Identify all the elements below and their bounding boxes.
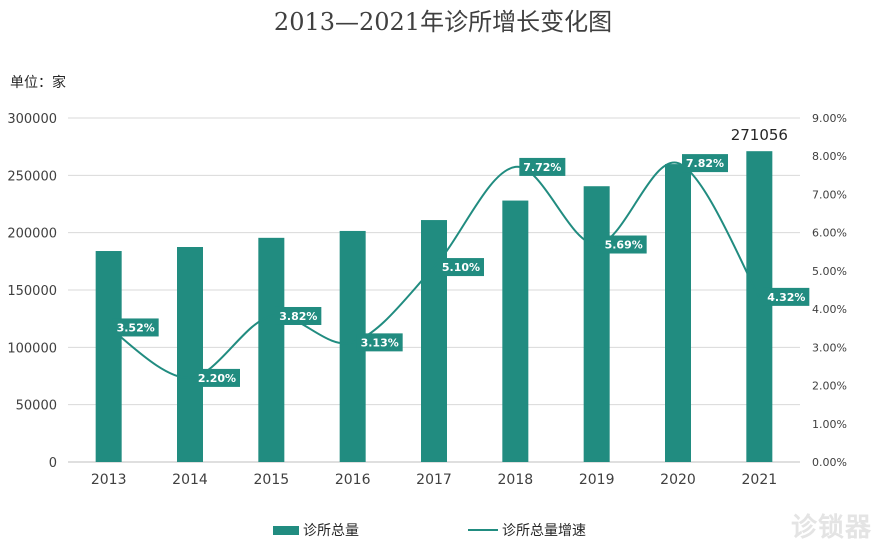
line-value-label: 5.10% bbox=[442, 261, 480, 274]
watermark-logo: 诊锁器 bbox=[790, 513, 872, 543]
y-right-tick-label: 9.00% bbox=[812, 112, 847, 125]
line-value-label: 7.82% bbox=[686, 157, 724, 170]
legend-line-label: 诊所总量增速 bbox=[502, 523, 586, 539]
x-tick-label: 2021 bbox=[742, 472, 778, 488]
bar bbox=[583, 186, 610, 462]
x-tick-label: 2016 bbox=[335, 472, 371, 488]
line-value-label: 2.20% bbox=[198, 372, 236, 385]
bar bbox=[258, 237, 285, 462]
chart-title: 2013—2021年诊所增长变化图 bbox=[273, 8, 613, 36]
unit-label: 单位：家 bbox=[10, 75, 66, 91]
line-label-box bbox=[763, 287, 810, 306]
line-label-box bbox=[275, 306, 322, 325]
line-label-box bbox=[519, 157, 566, 176]
bar bbox=[746, 151, 773, 462]
legend-bar-swatch bbox=[273, 525, 299, 535]
legend-line-swatch bbox=[468, 529, 498, 531]
y-right-tick-label: 2.00% bbox=[812, 380, 847, 393]
line-label-box bbox=[194, 368, 240, 387]
y-right-tick-label: 1.00% bbox=[812, 418, 847, 431]
y-right-tick-label: 0.00% bbox=[812, 456, 847, 469]
line-label-box bbox=[356, 333, 403, 352]
y-right-tick-label: 4.00% bbox=[812, 303, 847, 316]
line-value-label: 5.69% bbox=[605, 239, 643, 252]
y-left-tick-label: 50000 bbox=[16, 399, 57, 414]
bar bbox=[665, 164, 691, 462]
x-tick-label: 2019 bbox=[579, 472, 615, 488]
growth-line bbox=[108, 161, 761, 379]
x-tick-label: 2013 bbox=[91, 472, 127, 488]
y-left-tick-label: 200000 bbox=[7, 227, 57, 242]
line-label-box bbox=[600, 235, 647, 254]
y-right-tick-label: 6.00% bbox=[812, 227, 847, 240]
x-tick-label: 2017 bbox=[416, 472, 452, 488]
line-value-label: 3.13% bbox=[361, 336, 399, 349]
bar bbox=[177, 247, 203, 462]
line-value-label: 3.82% bbox=[279, 310, 317, 323]
line-label-box bbox=[438, 258, 484, 277]
y-right-tick-label: 8.00% bbox=[812, 150, 847, 163]
legend-bar-label: 诊所总量 bbox=[303, 523, 359, 539]
legend-item-bar[interactable]: 诊所总量 bbox=[273, 518, 359, 542]
legend: 诊所总量 诊所总量增速 bbox=[0, 518, 886, 542]
y-right-tick-label: 5.00% bbox=[812, 265, 847, 278]
bar bbox=[95, 251, 122, 462]
bar-value-label: 271056 bbox=[731, 126, 788, 144]
y-right-tick-label: 3.00% bbox=[812, 341, 847, 354]
y-left-tick-label: 100000 bbox=[7, 341, 57, 356]
x-tick-label: 2020 bbox=[660, 472, 696, 488]
x-tick-label: 2018 bbox=[498, 472, 534, 488]
x-tick-label: 2015 bbox=[254, 472, 290, 488]
y-left-tick-label: 250000 bbox=[7, 169, 57, 184]
legend-item-line[interactable]: 诊所总量增速 bbox=[468, 518, 586, 542]
bar bbox=[502, 200, 529, 462]
y-left-tick-label: 150000 bbox=[7, 284, 57, 299]
line-label-box bbox=[112, 318, 159, 337]
y-left-tick-label: 300000 bbox=[7, 112, 57, 127]
line-value-label: 4.32% bbox=[767, 291, 805, 304]
y-left-tick-label: 0 bbox=[49, 456, 57, 471]
x-tick-label: 2014 bbox=[172, 472, 208, 488]
line-value-label: 3.52% bbox=[117, 321, 155, 334]
y-right-tick-label: 7.00% bbox=[812, 188, 847, 201]
line-label-box bbox=[682, 154, 728, 173]
line-value-label: 7.72% bbox=[523, 161, 561, 174]
